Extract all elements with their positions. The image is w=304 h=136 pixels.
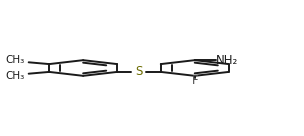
Text: F: F	[192, 74, 198, 87]
Text: NH₂: NH₂	[216, 54, 239, 67]
Text: CH₃: CH₃	[6, 71, 25, 81]
Text: CH₃: CH₃	[6, 55, 25, 65]
Text: S: S	[135, 65, 143, 78]
